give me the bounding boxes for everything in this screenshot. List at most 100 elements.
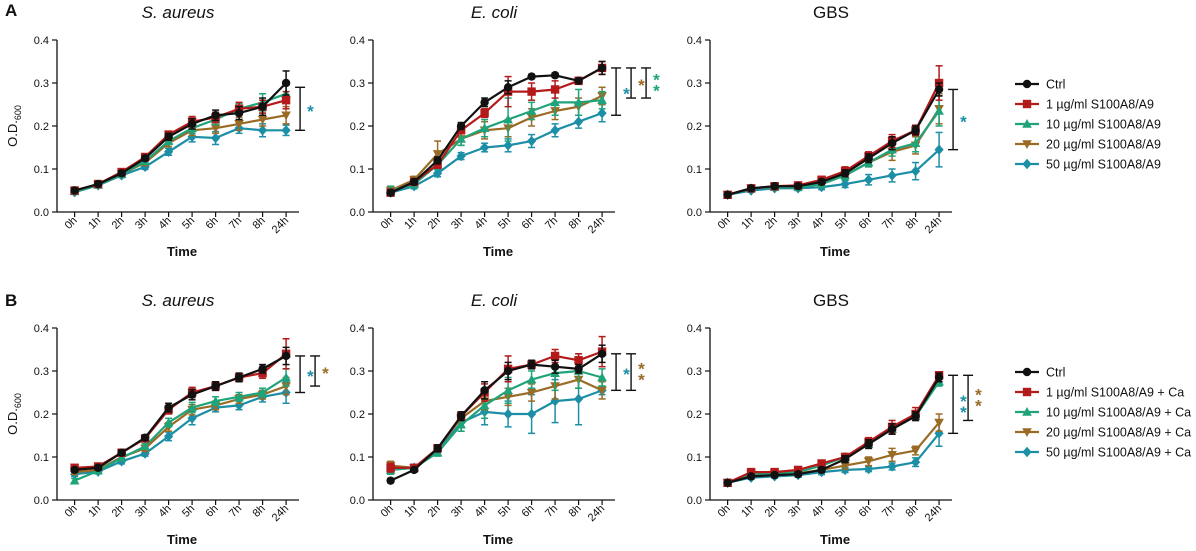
x-tick-label: 3h	[133, 503, 150, 520]
data-point	[117, 448, 126, 457]
series-line	[390, 112, 603, 194]
data-point	[433, 168, 443, 179]
series-0	[723, 372, 944, 487]
y-tick-label: 0.4	[687, 35, 702, 47]
data-point	[433, 444, 442, 453]
data-point	[746, 184, 756, 193]
data-point	[503, 366, 513, 376]
data-point	[910, 165, 921, 177]
y-tick-label: 0.4	[34, 35, 49, 47]
data-point	[887, 461, 897, 472]
legend-a: Ctrl 1 µg/ml S100A8/A9 10 µg/ml S100A8/A9 2…	[1015, 78, 1161, 172]
y-tick-label: 0.3	[34, 78, 49, 90]
data-point	[840, 461, 850, 471]
y-tick-label: 0.3	[687, 78, 702, 90]
data-point	[210, 124, 221, 134]
data-point	[723, 190, 732, 199]
data-point	[934, 85, 944, 94]
x-tick-label: 1h	[86, 215, 103, 232]
x-axis-label: Time	[167, 532, 197, 547]
significance-bracket: *	[611, 353, 630, 392]
legend-label: 1 µg/ml S100A8/A9 + Ca	[1046, 386, 1184, 400]
x-tick-label: 7h	[880, 215, 897, 232]
data-point	[503, 385, 513, 395]
data-point	[573, 393, 584, 405]
data-point	[211, 111, 220, 120]
data-point	[550, 362, 560, 371]
y-tick-label: 0.1	[687, 452, 702, 464]
significance-bracket: **	[641, 67, 660, 101]
data-point	[140, 441, 150, 451]
data-point	[864, 154, 873, 163]
y-tick-label: 0.0	[34, 207, 49, 219]
data-point	[550, 125, 560, 136]
y-tick-label: 0.4	[34, 323, 49, 335]
data-point	[456, 150, 466, 162]
x-tick-label: 4h	[157, 503, 174, 520]
y-tick-label: 0.4	[350, 35, 365, 47]
significance-star: *	[322, 364, 329, 383]
series-4	[386, 372, 607, 476]
data-point	[281, 351, 291, 361]
x-axis-label: Time	[820, 532, 850, 547]
data-point	[550, 85, 560, 94]
significance-bracket: *	[626, 67, 645, 99]
chart-title: E. coli	[471, 291, 519, 310]
data-point	[503, 408, 513, 420]
significance-bracket: *	[948, 88, 967, 151]
data-point	[817, 465, 826, 475]
chart-title: GBS	[813, 291, 849, 310]
data-point	[817, 177, 826, 187]
data-point	[164, 403, 173, 412]
series-line	[727, 148, 940, 196]
y-tick-label: 0.2	[350, 121, 365, 133]
legend-marker	[1022, 119, 1032, 128]
data-point	[164, 431, 174, 442]
legend-marker	[1022, 367, 1032, 377]
series-line	[727, 376, 941, 484]
legend-item: 20 µg/ml S100A8/A9	[1015, 138, 1161, 152]
series-0	[386, 344, 607, 485]
data-point	[281, 125, 291, 136]
data-point	[234, 108, 244, 118]
data-point	[480, 142, 490, 153]
data-point	[793, 465, 803, 475]
data-point	[386, 188, 395, 197]
y-axis-label-sub: 600	[13, 105, 23, 120]
data-point	[503, 83, 513, 92]
x-tick-label: 0h	[716, 215, 733, 232]
significance-star: *	[975, 385, 982, 404]
data-point	[934, 373, 944, 382]
legend-item: Ctrl	[1015, 78, 1065, 92]
data-point	[573, 97, 584, 107]
data-point	[258, 102, 267, 111]
legend-item: 20 µg/ml S100A8/A9 + Ca	[1015, 426, 1191, 440]
data-point	[187, 413, 197, 424]
legend-label: 20 µg/ml S100A8/A9 + Ca	[1046, 426, 1191, 440]
data-point	[433, 160, 442, 169]
data-point	[910, 456, 921, 468]
legend-label: 50 µg/ml S100A8/A9 + Ca	[1046, 446, 1191, 460]
y-tick-label: 0.2	[687, 121, 702, 133]
data-point	[480, 386, 489, 395]
data-point	[527, 360, 536, 369]
y-tick-label: 0.2	[687, 409, 702, 421]
significance-star: *	[960, 392, 967, 411]
data-point	[281, 111, 291, 121]
series-line	[390, 66, 603, 194]
significance-star: *	[638, 76, 645, 95]
chart-title: E. coli	[471, 3, 519, 22]
y-axis-label: O.D.600	[5, 393, 23, 435]
x-tick-label: 7h	[543, 503, 560, 520]
x-tick-label: 8h	[251, 503, 268, 520]
data-point	[479, 123, 490, 132]
significance-star: *	[653, 71, 660, 90]
data-point	[187, 119, 197, 129]
legend-label: Ctrl	[1046, 366, 1065, 380]
x-tick-label: 8h	[904, 503, 921, 520]
x-axis-label: Time	[483, 244, 513, 259]
x-axis-label: Time	[820, 244, 850, 259]
series-0	[70, 346, 291, 475]
x-tick-label: 3h	[449, 503, 466, 520]
data-point	[503, 114, 513, 124]
